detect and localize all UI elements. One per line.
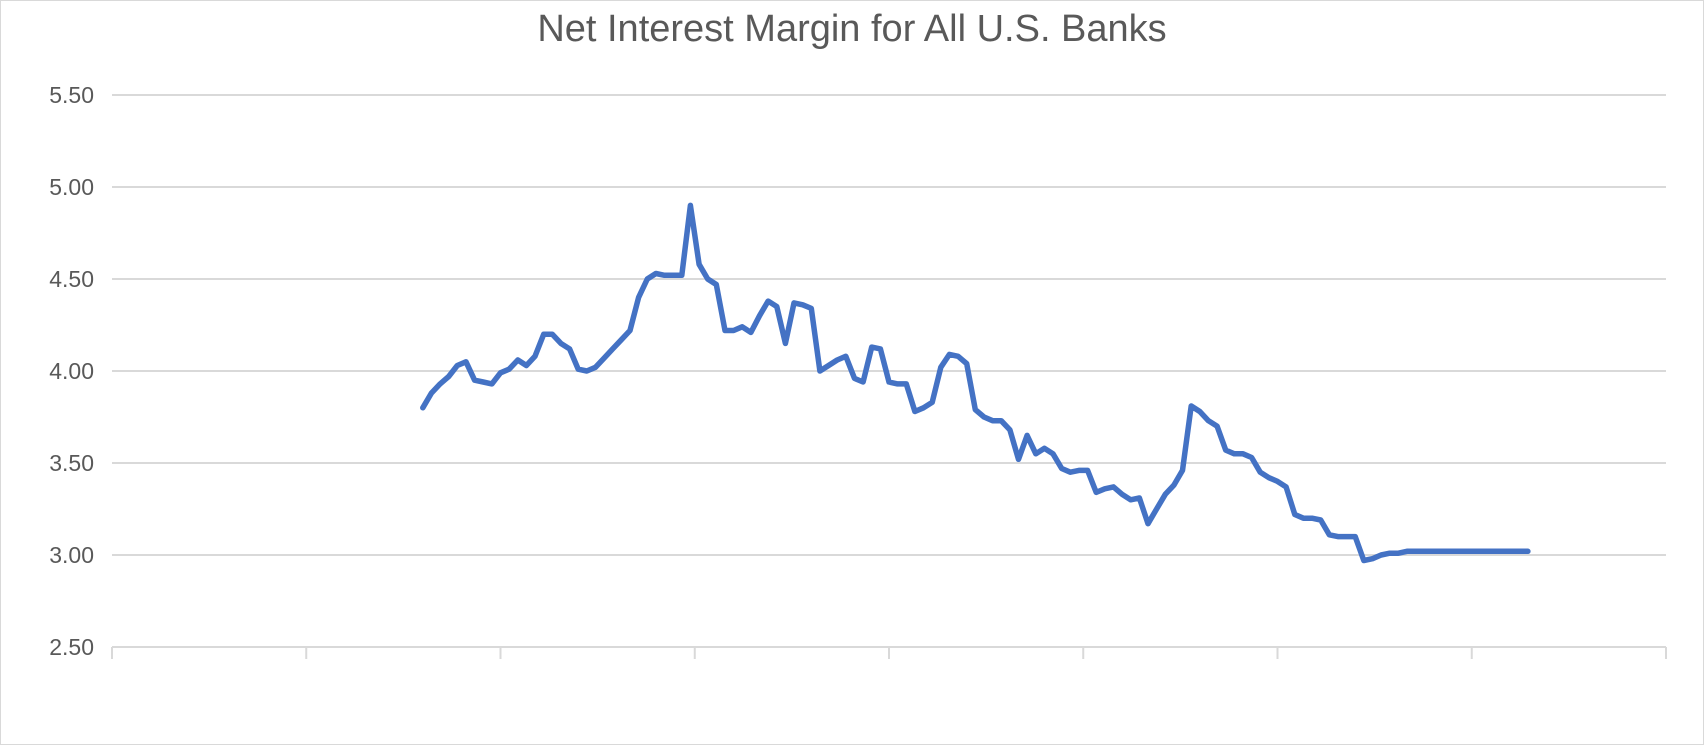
y-tick-label: 2.50 xyxy=(49,634,94,660)
series-line xyxy=(420,202,1531,564)
gridlines xyxy=(112,94,1666,556)
y-tick-label: 4.50 xyxy=(49,266,94,292)
x-axis xyxy=(111,646,1667,659)
y-tick-label: 3.50 xyxy=(49,450,94,476)
y-axis-tick-labels: 5.50 5.00 4.50 4.00 3.50 3.00 2.50 xyxy=(49,82,94,660)
y-tick-label: 4.00 xyxy=(49,358,94,384)
chart-title: Net Interest Margin for All U.S. Banks xyxy=(537,8,1166,50)
y-tick-label: 5.00 xyxy=(49,174,94,200)
series-group xyxy=(420,202,1531,564)
y-tick-label: 3.00 xyxy=(49,542,94,568)
y-tick-label: 5.50 xyxy=(49,82,94,108)
